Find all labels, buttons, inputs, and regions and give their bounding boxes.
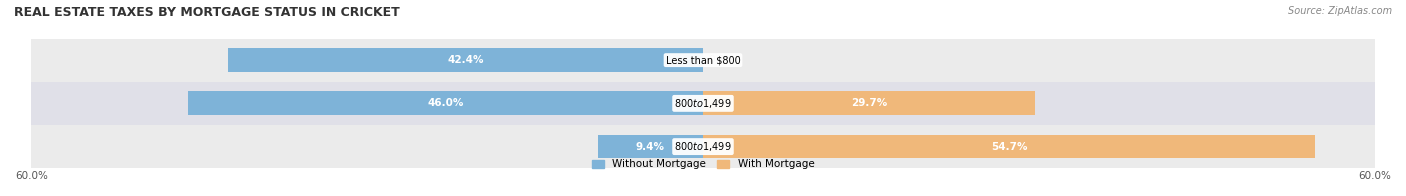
Legend: Without Mortgage, With Mortgage: Without Mortgage, With Mortgage [588, 155, 818, 173]
Text: Source: ZipAtlas.com: Source: ZipAtlas.com [1288, 6, 1392, 16]
Bar [31, 125, 1375, 168]
Text: Less than $800: Less than $800 [665, 55, 741, 65]
Bar [703, 92, 1035, 115]
Bar [228, 48, 703, 72]
Text: $800 to $1,499: $800 to $1,499 [675, 140, 731, 153]
Bar [188, 92, 703, 115]
Bar [703, 135, 1315, 159]
Text: REAL ESTATE TAXES BY MORTGAGE STATUS IN CRICKET: REAL ESTATE TAXES BY MORTGAGE STATUS IN … [14, 6, 399, 19]
Text: 46.0%: 46.0% [427, 98, 464, 108]
Bar [31, 82, 1375, 125]
Text: 0.0%: 0.0% [709, 55, 735, 65]
Text: 54.7%: 54.7% [991, 142, 1028, 152]
Bar [598, 135, 703, 159]
Bar [31, 39, 1375, 82]
Text: $800 to $1,499: $800 to $1,499 [675, 97, 731, 110]
Text: 42.4%: 42.4% [447, 55, 484, 65]
Text: 9.4%: 9.4% [636, 142, 665, 152]
Text: 29.7%: 29.7% [851, 98, 887, 108]
